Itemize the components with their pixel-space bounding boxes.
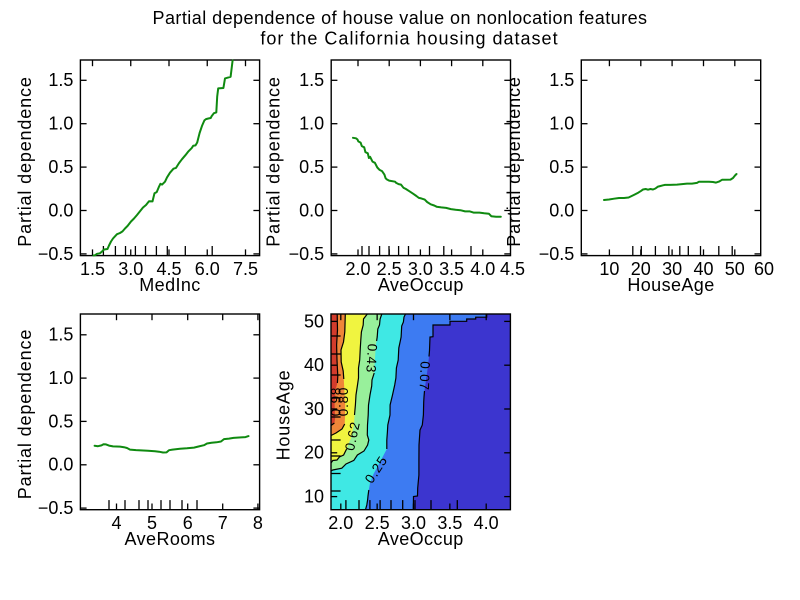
- svg-text:Partial dependence: Partial dependence: [15, 76, 35, 246]
- svg-text:2.0: 2.0: [328, 513, 353, 533]
- svg-text:10: 10: [304, 487, 324, 507]
- svg-text:4.5: 4.5: [156, 259, 181, 279]
- svg-text:0.0: 0.0: [48, 455, 73, 475]
- svg-text:3.0: 3.0: [118, 259, 143, 279]
- svg-text:4.0: 4.0: [474, 513, 499, 533]
- svg-text:AveOccup: AveOccup: [378, 529, 464, 549]
- svg-text:Partial dependence: Partial dependence: [15, 329, 35, 499]
- svg-text:0.0: 0.0: [299, 200, 324, 220]
- svg-text:3.0: 3.0: [408, 259, 433, 279]
- svg-text:0.5: 0.5: [549, 157, 574, 177]
- svg-text:HouseAge: HouseAge: [627, 275, 714, 295]
- svg-text:50: 50: [725, 259, 745, 279]
- svg-text:2.5: 2.5: [377, 259, 402, 279]
- svg-text:1.0: 1.0: [549, 114, 574, 134]
- svg-text:4.5: 4.5: [500, 259, 525, 279]
- svg-text:7: 7: [218, 513, 228, 533]
- svg-text:3.5: 3.5: [439, 259, 464, 279]
- svg-text:8: 8: [253, 513, 263, 533]
- svg-text:3.0: 3.0: [401, 513, 426, 533]
- svg-text:30: 30: [662, 259, 682, 279]
- svg-text:0.5: 0.5: [48, 157, 73, 177]
- svg-text:20: 20: [304, 443, 324, 463]
- svg-text:1.0: 1.0: [48, 114, 73, 134]
- svg-text:1.5: 1.5: [299, 70, 324, 90]
- svg-text:0.5: 0.5: [299, 157, 324, 177]
- svg-text:3.5: 3.5: [437, 513, 462, 533]
- svg-text:AveRooms: AveRooms: [125, 529, 216, 549]
- svg-text:4.0: 4.0: [470, 259, 495, 279]
- svg-text:1.0: 1.0: [299, 114, 324, 134]
- svg-text:2.5: 2.5: [365, 513, 390, 533]
- svg-text:−0.5: −0.5: [38, 244, 74, 264]
- svg-text:5: 5: [147, 513, 157, 533]
- svg-text:HouseAge: HouseAge: [274, 370, 294, 461]
- svg-text:0.07: 0.07: [417, 361, 433, 391]
- svg-text:−0.5: −0.5: [38, 498, 74, 518]
- svg-text:30: 30: [304, 399, 324, 419]
- svg-text:0.0: 0.0: [549, 200, 574, 220]
- svg-text:40: 40: [304, 355, 324, 375]
- svg-text:1.5: 1.5: [549, 70, 574, 90]
- svg-text:1.5: 1.5: [80, 259, 105, 279]
- svg-text:0.62: 0.62: [342, 420, 363, 452]
- svg-text:0.43: 0.43: [363, 343, 380, 373]
- svg-text:6.0: 6.0: [195, 259, 220, 279]
- svg-text:0.5: 0.5: [48, 411, 73, 431]
- svg-text:60: 60: [754, 259, 774, 279]
- svg-text:1.0: 1.0: [48, 368, 73, 388]
- svg-text:10: 10: [599, 259, 619, 279]
- svg-text:1.5: 1.5: [48, 70, 73, 90]
- svg-text:4: 4: [111, 513, 121, 533]
- svg-text:−0.5: −0.5: [289, 244, 325, 264]
- svg-text:for the California housing dat: for the California housing dataset: [260, 29, 558, 49]
- svg-text:−0.5: −0.5: [539, 244, 575, 264]
- svg-text:2.0: 2.0: [345, 259, 370, 279]
- svg-text:6: 6: [183, 513, 193, 533]
- svg-text:20: 20: [631, 259, 651, 279]
- svg-text:50: 50: [304, 311, 324, 331]
- svg-text:0.80: 0.80: [336, 387, 351, 416]
- svg-text:Partial dependence: Partial dependence: [504, 76, 524, 246]
- svg-text:AveOccup: AveOccup: [378, 275, 464, 295]
- svg-text:MedInc: MedInc: [139, 275, 200, 295]
- svg-text:0.0: 0.0: [48, 200, 73, 220]
- svg-text:7.5: 7.5: [233, 259, 258, 279]
- svg-text:40: 40: [693, 259, 713, 279]
- svg-text:Partial dependence: Partial dependence: [264, 76, 284, 246]
- svg-text:Partial dependence of house va: Partial dependence of house value on non…: [153, 8, 648, 28]
- svg-text:1.5: 1.5: [48, 325, 73, 345]
